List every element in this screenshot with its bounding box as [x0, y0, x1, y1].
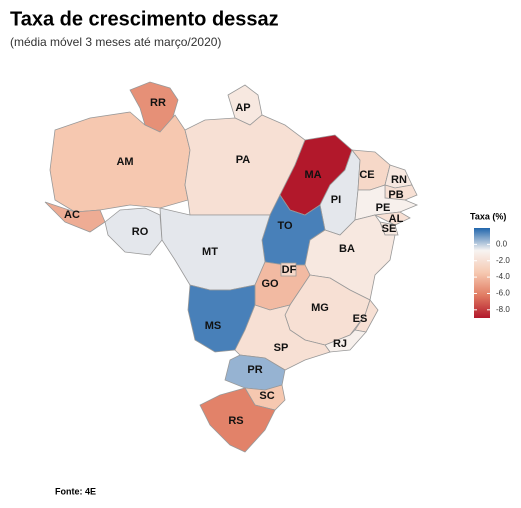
legend-tick-label: -4.0	[496, 272, 510, 281]
state-label: MT	[202, 246, 218, 258]
state	[280, 262, 297, 277]
state	[199, 387, 276, 453]
legend-tick-label: -2.0	[496, 256, 510, 265]
legend-tick-label: -6.0	[496, 289, 510, 298]
state-label: MS	[205, 320, 222, 332]
state-label: RR	[150, 97, 166, 109]
state-label: PA	[236, 154, 251, 166]
map-subtitle: (média móvel 3 meses até março/2020)	[10, 35, 221, 49]
state-label: MA	[304, 169, 321, 181]
state-label: TO	[277, 220, 293, 232]
state	[354, 299, 379, 333]
state-label: AC	[64, 209, 80, 221]
legend: 0.0 -2.0 -4.0 -6.0 -8.0	[474, 228, 510, 318]
state-label: AP	[235, 102, 250, 114]
state-label: SP	[274, 342, 289, 354]
state-label: RS	[228, 415, 243, 427]
state-label: PE	[376, 202, 391, 214]
state-label: CE	[359, 169, 374, 181]
map-title: Taxa de crescimento dessaz	[10, 8, 279, 30]
source: Fonte: 4E	[55, 486, 96, 496]
state-label: RO	[132, 226, 149, 238]
state-label: PR	[247, 364, 262, 376]
state-label: MG	[311, 302, 329, 314]
state-label: BA	[339, 243, 355, 255]
state-label: GO	[261, 278, 279, 290]
state-label: SC	[259, 390, 274, 402]
state	[373, 211, 411, 226]
state-label: RJ	[333, 338, 347, 350]
legend-title: Taxa (%)	[470, 211, 506, 221]
legend-tick-label: -8.0	[496, 305, 510, 314]
legend-tick-label: 0.0	[496, 239, 508, 248]
state-label: AL	[389, 213, 404, 225]
state-label: DF	[282, 264, 297, 276]
state-label: PI	[331, 194, 341, 206]
state-label: AM	[116, 156, 133, 168]
colorbar	[474, 228, 490, 318]
state-label: RN	[391, 174, 407, 186]
state-label: PB	[388, 189, 403, 201]
state-label: ES	[353, 313, 368, 325]
state-label: SE	[382, 223, 397, 235]
